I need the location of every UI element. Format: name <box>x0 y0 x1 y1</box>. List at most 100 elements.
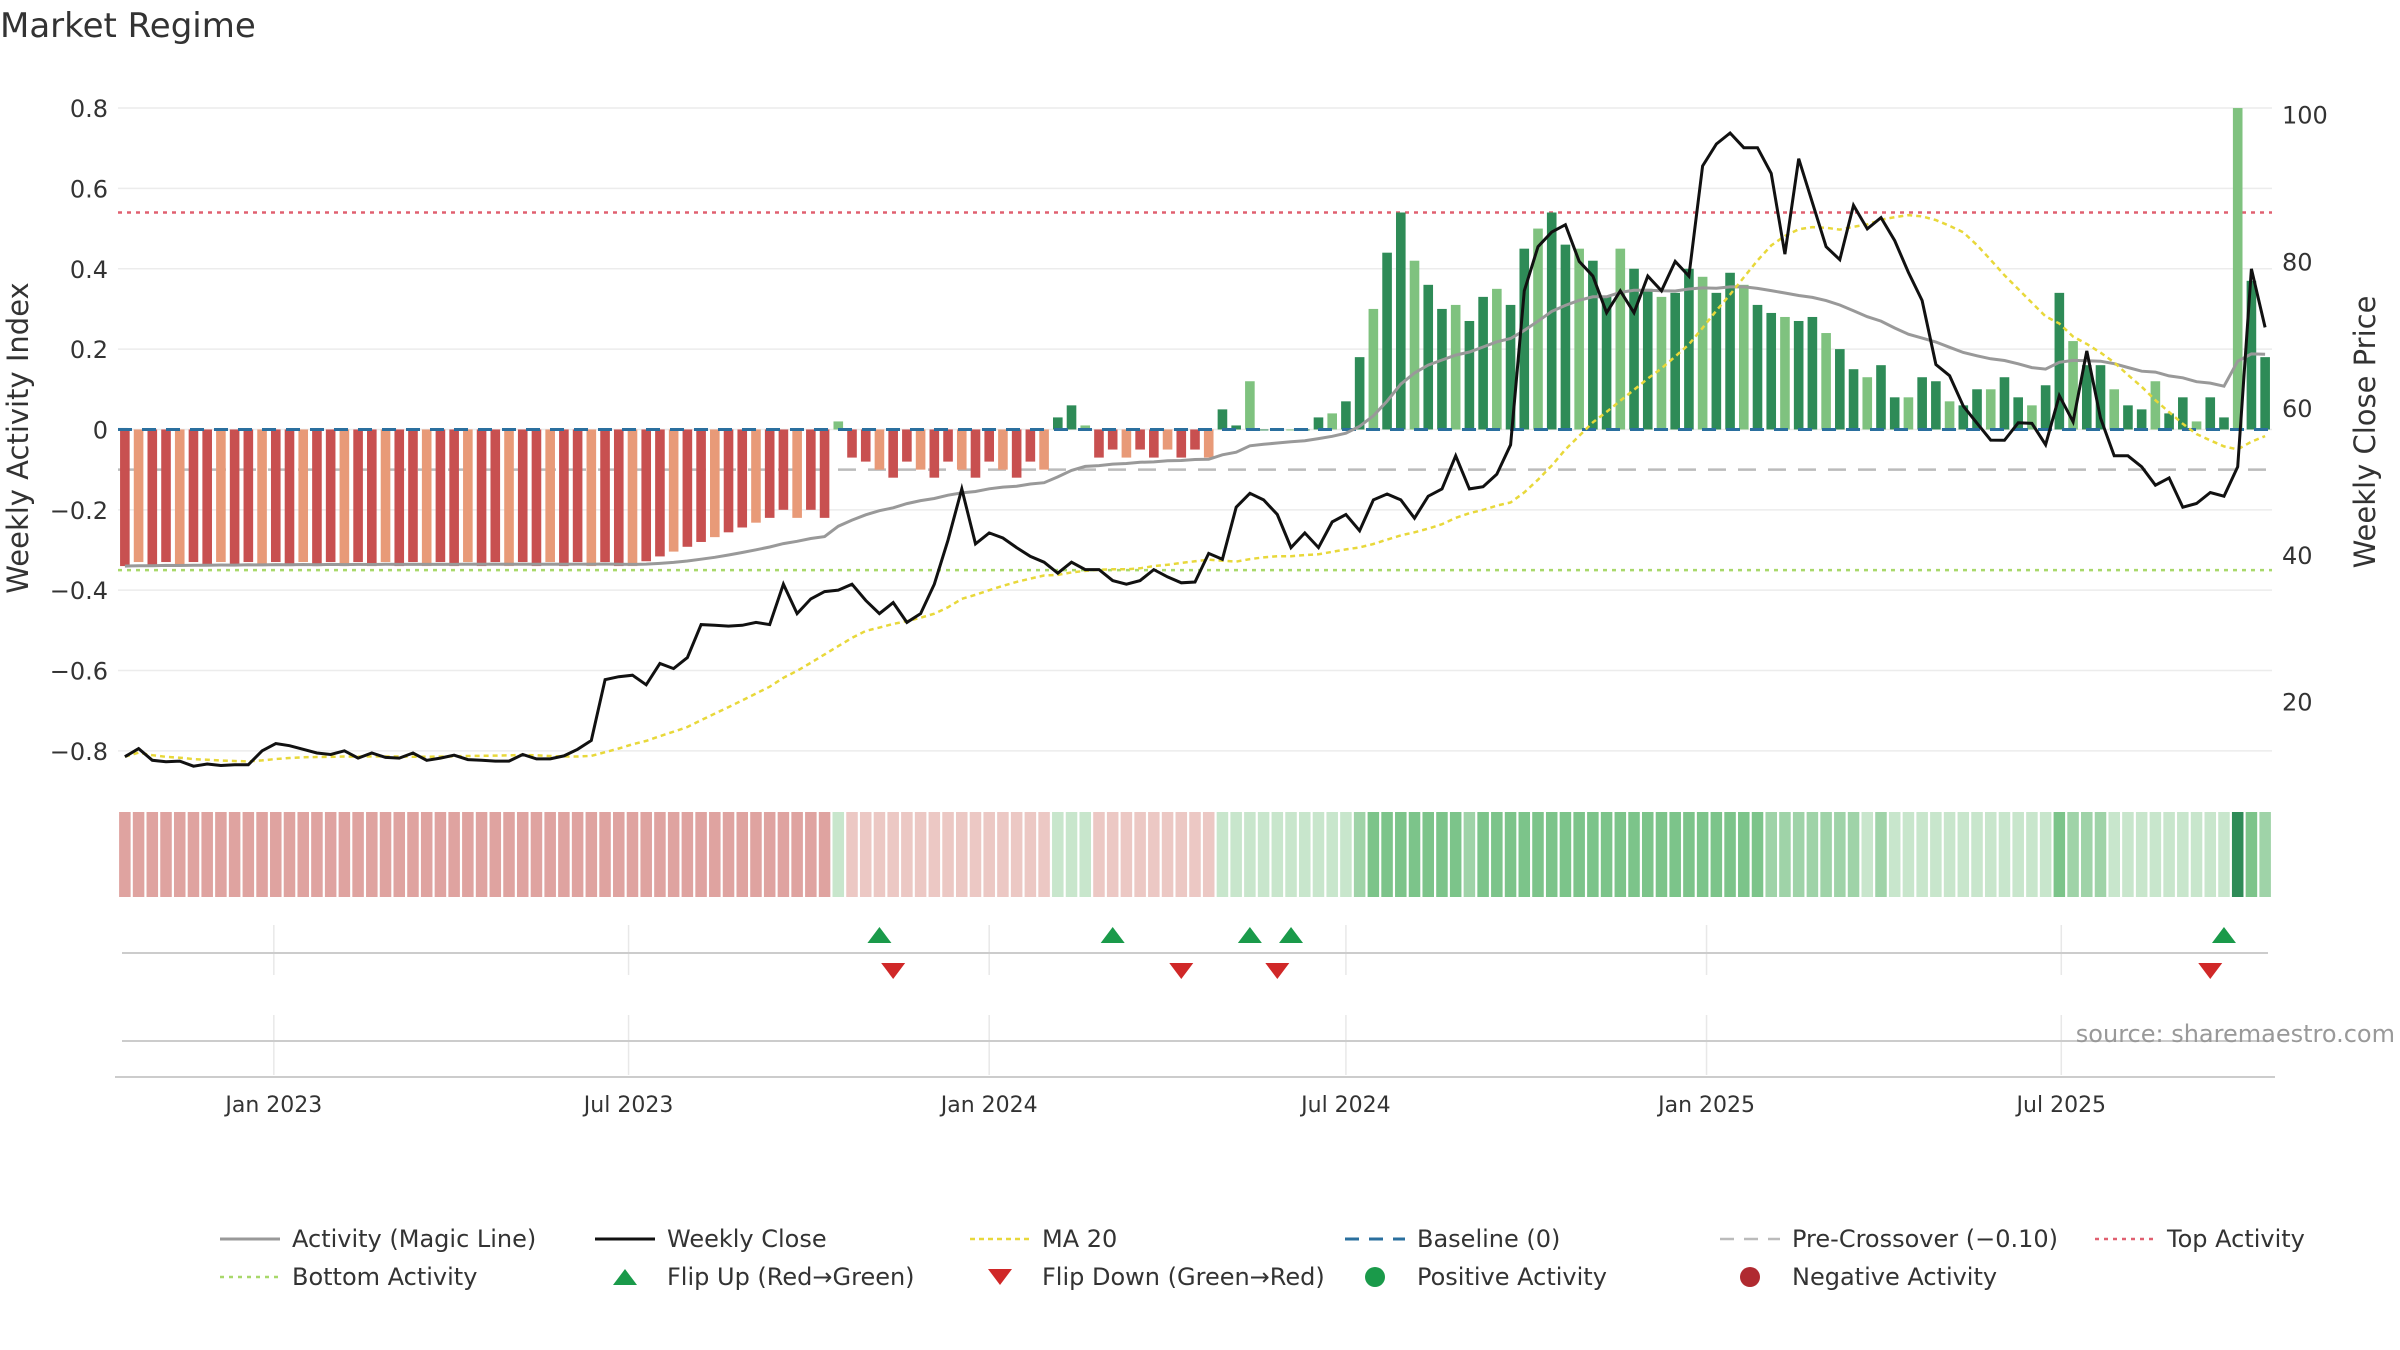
activity-bar <box>1519 248 1530 430</box>
activity-bar <box>2095 365 2106 430</box>
ma20-line <box>124 213 2266 763</box>
activity-bar <box>1533 228 1543 430</box>
activity-bar <box>613 429 624 567</box>
ribbon-cell <box>1696 812 1709 897</box>
activity-bar <box>1505 304 1516 430</box>
ribbon-cell <box>489 812 502 897</box>
left-tick-label: −0.4 <box>50 577 108 605</box>
ribbon-cell <box>750 812 762 897</box>
activity-bar <box>1341 401 1351 430</box>
activity-bar <box>1985 389 1996 430</box>
activity-bar <box>1752 304 1763 430</box>
x-tick-label: Jul 2024 <box>1299 1093 1391 1118</box>
legend-swatch-icon <box>220 1267 292 1287</box>
ribbon-cell <box>1326 812 1338 897</box>
x-tick-label: Jan 2025 <box>1656 1093 1755 1118</box>
ribbon-cell <box>1683 812 1695 897</box>
ribbon-cell <box>1806 812 1819 897</box>
activity-bar <box>1821 333 1831 430</box>
activity-bar <box>737 429 748 528</box>
activity-bar <box>476 429 487 567</box>
activity-bar <box>1039 429 1049 470</box>
ribbon-cell <box>1984 812 1997 897</box>
ribbon-cell <box>1669 812 1681 897</box>
ribbon-cell <box>1847 812 1860 897</box>
activity-bar <box>298 429 309 563</box>
ribbon-cell <box>215 812 227 897</box>
ribbon-cell <box>1957 812 1970 897</box>
ribbon-cell <box>420 812 433 897</box>
ribbon-cell <box>407 812 419 897</box>
activity-bar <box>490 429 501 563</box>
ribbon-cell <box>2204 812 2217 897</box>
ribbon-cell <box>2067 812 2079 897</box>
ribbon-cell <box>544 812 556 897</box>
ribbon-cell <box>1436 812 1448 897</box>
legend-item-bottom: Bottom Activity <box>220 1263 477 1291</box>
activity-bar <box>463 429 473 563</box>
ribbon-cell <box>846 812 858 897</box>
ribbon-cell <box>173 812 186 897</box>
left-tick-label: 0 <box>93 416 108 444</box>
activity-bar <box>1807 316 1818 430</box>
activity-bar <box>1492 288 1502 430</box>
ribbon-cell <box>859 812 872 897</box>
activity-bar <box>819 429 830 518</box>
left-tick-label: 0.4 <box>70 256 108 284</box>
activity-bar <box>504 429 514 567</box>
ribbon-cell <box>805 812 817 897</box>
legend-item-ma20: MA 20 <box>970 1225 1117 1253</box>
activity-bar <box>147 429 158 567</box>
activity-bar <box>1149 429 1159 458</box>
ribbon-cell <box>1052 812 1064 897</box>
ribbon-cell <box>1353 812 1366 897</box>
ribbon-cell <box>1024 812 1037 897</box>
ribbon-cell <box>297 812 309 897</box>
ribbon-cell <box>558 812 570 897</box>
ribbon-cell <box>1244 812 1256 897</box>
ribbon-cell <box>2149 812 2162 897</box>
ribbon-cell <box>1628 812 1640 897</box>
activity-bar <box>586 429 597 567</box>
magic-line <box>124 285 2266 568</box>
source-credit: source: sharemaestro.com <box>2075 1020 2395 1048</box>
activity-bar <box>572 429 583 563</box>
activity-bar <box>133 429 144 563</box>
ribbon-cell <box>1504 812 1517 897</box>
ribbon-cell <box>928 812 941 897</box>
ribbon-cell <box>1271 812 1284 897</box>
left-tick-label: 0.2 <box>70 336 108 364</box>
ribbon-cell <box>763 812 776 897</box>
ribbon-cell <box>1765 812 1777 897</box>
ribbon-cell <box>1751 812 1764 897</box>
legend-label: Positive Activity <box>1417 1263 1607 1291</box>
activity-bar <box>421 429 432 567</box>
left-tick-label: −0.8 <box>50 738 108 766</box>
activity-bar <box>1354 357 1365 430</box>
activity-bar <box>325 429 336 563</box>
activity-bar <box>1464 320 1475 430</box>
activity-bar <box>545 429 555 563</box>
legend-label: Weekly Close <box>667 1225 827 1253</box>
weekly-close-line <box>124 130 2267 768</box>
activity-bar <box>2136 409 2147 430</box>
activity-bar <box>1286 429 1296 431</box>
flip-up-marker <box>1100 927 1125 943</box>
activity-bar <box>1656 296 1667 430</box>
activity-bar <box>641 429 652 562</box>
ribbon-cell <box>256 812 268 897</box>
activity-bar <box>956 429 967 470</box>
ribbon-cell <box>1491 812 1503 897</box>
ribbon-cell <box>1998 812 2011 897</box>
activity-bar <box>1711 292 1722 430</box>
ribbon-cell <box>1298 812 1311 897</box>
activity-bar <box>1889 397 1900 430</box>
activity-bar <box>929 429 940 478</box>
activity-bar <box>600 429 610 563</box>
activity-bar <box>1958 405 1969 430</box>
x-tick-label: Jul 2025 <box>2015 1093 2107 1118</box>
ribbon-cell <box>1065 812 1078 897</box>
ribbon-cell <box>1175 812 1188 897</box>
ribbon-cell <box>2218 812 2230 897</box>
